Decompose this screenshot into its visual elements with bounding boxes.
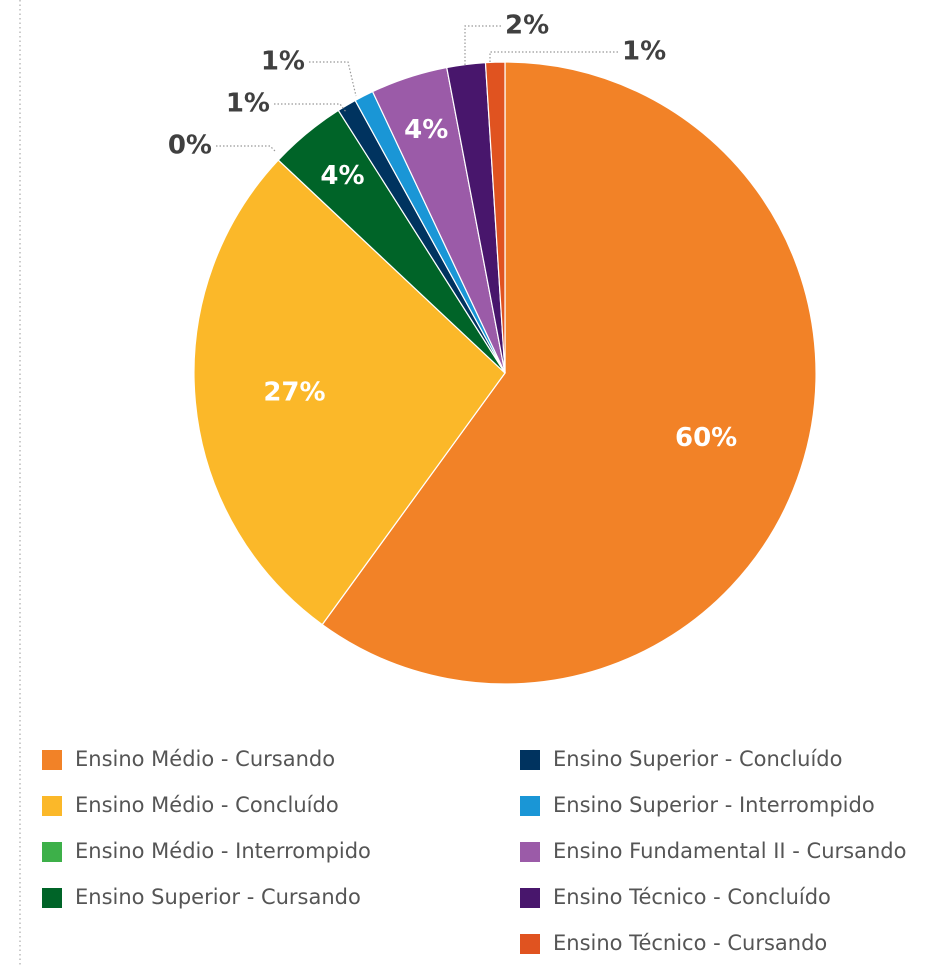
legend-label: Ensino Médio - Concluído xyxy=(75,793,339,817)
data-label: 0% xyxy=(168,131,212,161)
leader-line xyxy=(464,25,501,66)
legend-swatch xyxy=(520,888,540,908)
data-label: 1% xyxy=(622,37,666,67)
data-label: 1% xyxy=(226,89,270,119)
legend-swatch xyxy=(42,888,62,908)
legend-label: Ensino Técnico - Concluído xyxy=(553,885,831,909)
legend-swatch xyxy=(42,796,62,816)
legend-swatch xyxy=(520,842,540,862)
leader-line xyxy=(274,103,347,113)
data-label: 2% xyxy=(505,11,549,41)
legend-swatch xyxy=(42,842,62,862)
legend-label: Ensino Técnico - Cursando xyxy=(553,931,827,955)
legend-label: Ensino Superior - Concluído xyxy=(553,747,842,771)
data-label: 60% xyxy=(675,423,737,453)
data-label: 1% xyxy=(261,47,305,77)
legend-label: Ensino Fundamental II - Cursando xyxy=(553,839,906,863)
data-label: 4% xyxy=(320,161,364,191)
leader-line xyxy=(489,51,618,64)
pie-slice xyxy=(321,61,817,685)
legend-swatch xyxy=(520,796,540,816)
legend-label: Ensino Superior - Cursando xyxy=(75,885,361,909)
pie-slice xyxy=(484,61,506,374)
legend-swatch xyxy=(520,750,540,770)
data-label: 4% xyxy=(404,115,448,145)
legend-label: Ensino Médio - Interrompido xyxy=(75,839,371,863)
legend-label: Ensino Médio - Cursando xyxy=(75,747,335,771)
leader-line xyxy=(216,145,277,153)
leader-line xyxy=(309,61,357,97)
pie-slice xyxy=(193,159,506,626)
legend-label: Ensino Superior - Interrompido xyxy=(553,793,875,817)
data-label: 27% xyxy=(263,377,325,407)
legend-swatch xyxy=(42,750,62,770)
legend-swatch xyxy=(520,934,540,954)
